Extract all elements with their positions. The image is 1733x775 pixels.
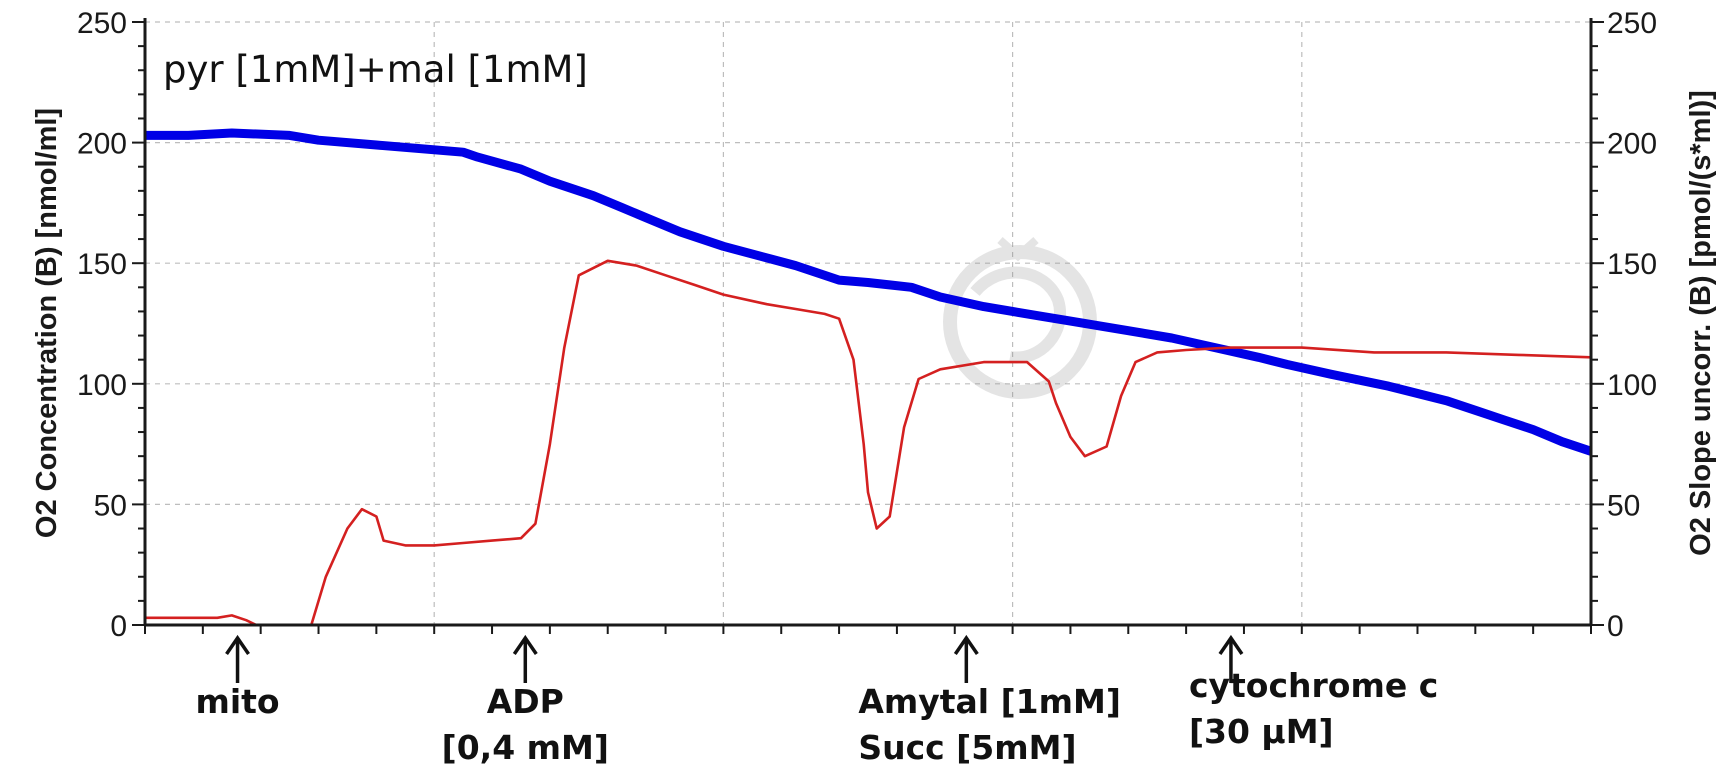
event-label-line: Succ [5mM] bbox=[858, 728, 1076, 767]
left-tick-labels: 0 50 100 150 200 250 bbox=[77, 7, 127, 643]
grid-lines bbox=[145, 21, 1592, 625]
event-adp: ADP [0,4 mM] bbox=[442, 634, 609, 767]
event-mito: mito bbox=[195, 634, 280, 721]
arrow-head-icon bbox=[1218, 634, 1244, 655]
left-tick-label: 0 bbox=[110, 610, 127, 643]
right-tick-label: 250 bbox=[1607, 7, 1657, 40]
event-label-line: [0,4 mM] bbox=[442, 728, 609, 767]
left-tick-label: 250 bbox=[77, 7, 127, 40]
left-tick-label: 100 bbox=[77, 369, 127, 402]
left-tick-label: 200 bbox=[77, 128, 127, 161]
concentration-series-line bbox=[145, 128, 1591, 456]
arrow-head-icon bbox=[953, 634, 979, 655]
right-tick-label: 100 bbox=[1607, 369, 1657, 402]
condition-label: pyr [1mM]+mal [1mM] bbox=[163, 48, 588, 91]
event-label-line: [30 µM] bbox=[1189, 712, 1334, 751]
event-label-line: Amytal [1mM] bbox=[858, 682, 1121, 721]
arrow-head-icon bbox=[225, 634, 250, 655]
right-tick-label: 150 bbox=[1607, 248, 1657, 281]
right-tick-labels: 0 50 100 150 200 250 bbox=[1607, 7, 1657, 643]
left-axis-title: O2 Concentration (B) [nmol/ml] bbox=[31, 108, 63, 538]
right-tick-label: 0 bbox=[1607, 610, 1624, 643]
event-cytochrome-c: cytochrome c [30 µM] bbox=[1189, 634, 1438, 751]
slope-series-line bbox=[145, 259, 1591, 625]
event-label-line: mito bbox=[195, 682, 279, 721]
axes bbox=[132, 18, 1604, 634]
right-tick-label: 50 bbox=[1607, 489, 1640, 522]
event-amytal-succ: Amytal [1mM] Succ [5mM] bbox=[858, 634, 1121, 767]
left-tick-label: 50 bbox=[94, 489, 127, 522]
event-markers: mito ADP [0,4 mM] Amytal [1mM] Succ [5mM] cyt… bbox=[195, 634, 1438, 767]
left-tick-label: 150 bbox=[77, 248, 127, 281]
event-label-line: ADP bbox=[487, 682, 564, 721]
right-axis-title: O2 Slope uncorr. (B) [pmol/(s*ml)] bbox=[1685, 90, 1717, 556]
arrow-head-icon bbox=[512, 634, 538, 655]
series-layer bbox=[145, 128, 1591, 625]
event-label-line: cytochrome c bbox=[1189, 666, 1438, 705]
right-tick-label: 200 bbox=[1607, 128, 1657, 161]
